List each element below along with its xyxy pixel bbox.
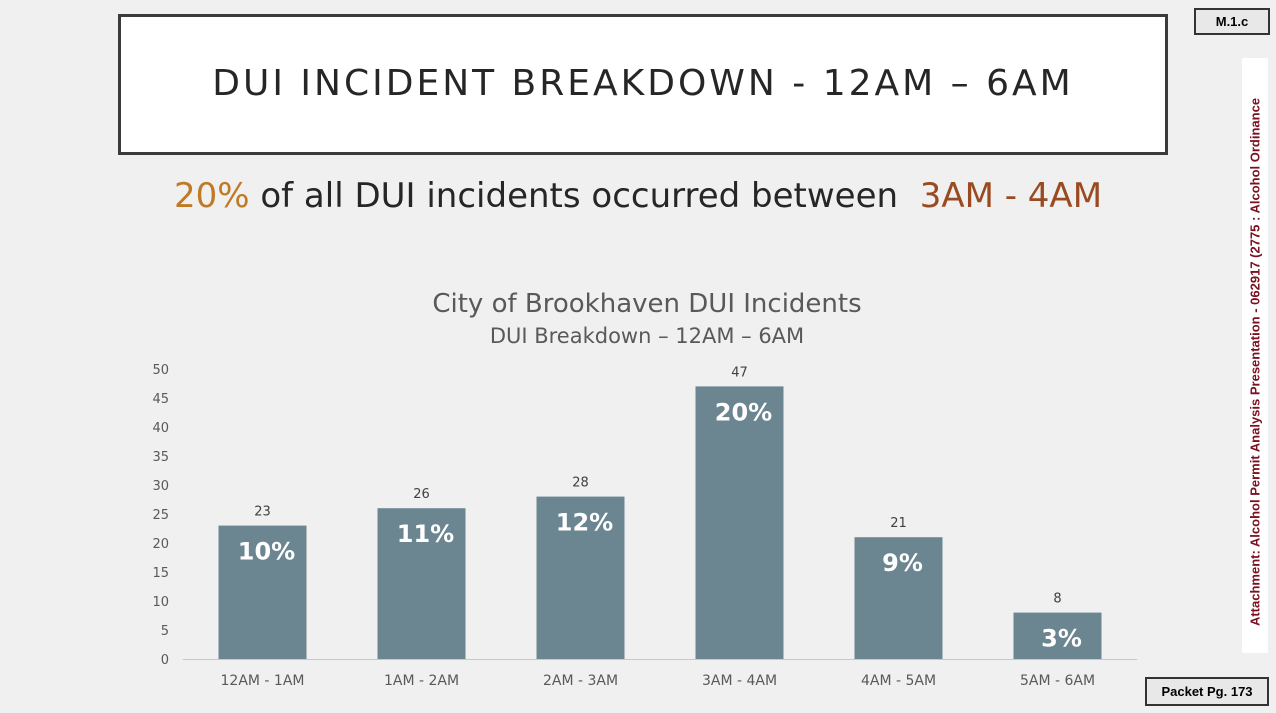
bar-percent-label: 9%: [882, 549, 923, 577]
bar-value-label: 23: [254, 505, 271, 520]
y-tick-label: 35: [152, 450, 169, 465]
y-tick-label: 10: [152, 595, 169, 610]
attachment-note: Attachment: Alcohol Permit Analysis Pres…: [1247, 97, 1263, 627]
bar-percent-label: 12%: [556, 509, 613, 537]
bar-percent-label: 20%: [715, 398, 772, 426]
bar-value-label: 21: [890, 516, 907, 531]
bar-value-label: 47: [731, 365, 748, 380]
headline-text: of all DUI incidents occurred between: [249, 176, 920, 216]
chart-title: City of Brookhaven DUI Incidents: [432, 289, 862, 319]
slide-title-box: DUI INCIDENT BREAKDOWN - 12AM – 6AM: [118, 14, 1168, 155]
y-tick-label: 40: [152, 421, 169, 436]
x-tick-label: 1AM - 2AM: [384, 673, 459, 689]
slide-title: DUI INCIDENT BREAKDOWN - 12AM – 6AM: [212, 63, 1074, 104]
bar: [377, 508, 466, 659]
x-tick-label: 4AM - 5AM: [861, 673, 936, 689]
bar-percent-label: 3%: [1041, 625, 1082, 653]
y-tick-label: 5: [161, 624, 169, 639]
bar: [1013, 612, 1102, 659]
side-strip: [1242, 58, 1268, 653]
headline-percent: 20%: [173, 176, 250, 216]
bar: [695, 386, 784, 659]
y-tick-label: 45: [152, 392, 169, 407]
x-tick-label: 2AM - 3AM: [543, 673, 618, 689]
packet-page: Packet Pg. 173: [1145, 677, 1269, 706]
bar-value-label: 26: [413, 487, 430, 502]
x-tick-label: 3AM - 4AM: [702, 673, 777, 689]
bar: [854, 537, 943, 659]
bar-value-label: 8: [1053, 592, 1061, 607]
y-tick-label: 50: [152, 363, 169, 378]
chart-subtitle: DUI Breakdown – 12AM – 6AM: [489, 324, 805, 348]
x-tick-label: 12AM - 1AM: [221, 673, 305, 689]
y-tick-label: 30: [152, 479, 169, 494]
bar-percent-label: 11%: [397, 520, 454, 548]
bar: [536, 496, 625, 659]
bar: [218, 525, 307, 659]
bar-percent-label: 10%: [238, 538, 295, 566]
x-tick-label: 5AM - 6AM: [1020, 673, 1095, 689]
y-tick-label: 25: [152, 508, 169, 523]
y-tick-label: 0: [161, 653, 169, 668]
headline: 20% of all DUI incidents occurred betwee…: [0, 176, 1276, 216]
y-tick-label: 15: [152, 566, 169, 581]
document-tag: M.1.c: [1194, 8, 1270, 35]
bar-value-label: 28: [572, 476, 589, 491]
y-tick-label: 20: [152, 537, 169, 552]
headline-hour: 3AM - 4AM: [919, 176, 1103, 216]
